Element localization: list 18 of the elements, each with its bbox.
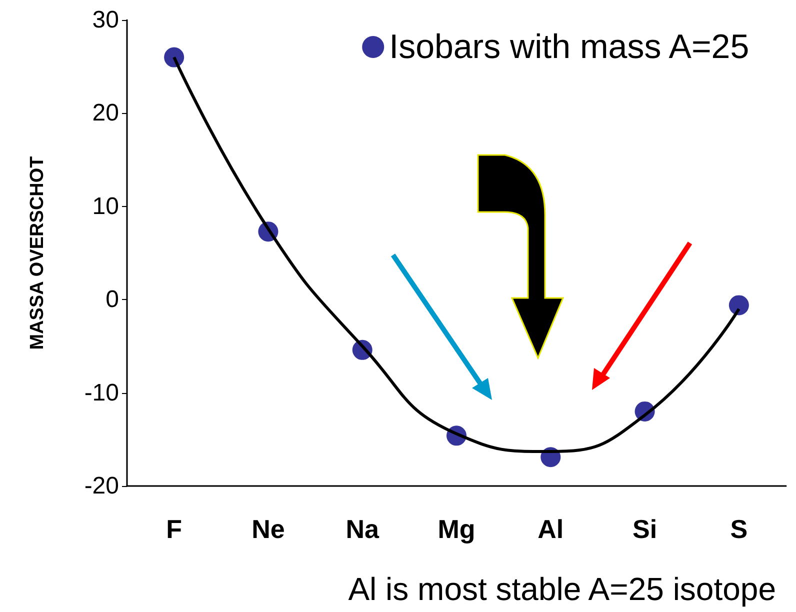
y-tick-label: -10 [84, 379, 119, 406]
legend-label: Isobars with mass A=25 [389, 28, 750, 66]
y-tick-label: 20 [92, 100, 119, 127]
x-tick-label: Na [346, 514, 380, 544]
point [164, 47, 184, 68]
y-tick-label: 10 [92, 192, 119, 220]
text: Al is most stable A=25 isotope [347, 571, 777, 608]
x-tick-label: Al [538, 514, 564, 544]
x-tick-label: F [166, 514, 182, 544]
y-tick-label: 30 [92, 6, 119, 34]
x-tick-label: Si [632, 514, 658, 544]
x-tick-label: S [730, 514, 748, 544]
y-tick-label: -20 [84, 472, 119, 500]
y-tick-label: 0 [106, 286, 119, 314]
x-tick-label: Mg [438, 514, 476, 544]
point [728, 295, 749, 316]
y-axis-title: MASSA OVERSCHOT [27, 156, 48, 350]
x-tick-label: Ne [252, 514, 285, 544]
